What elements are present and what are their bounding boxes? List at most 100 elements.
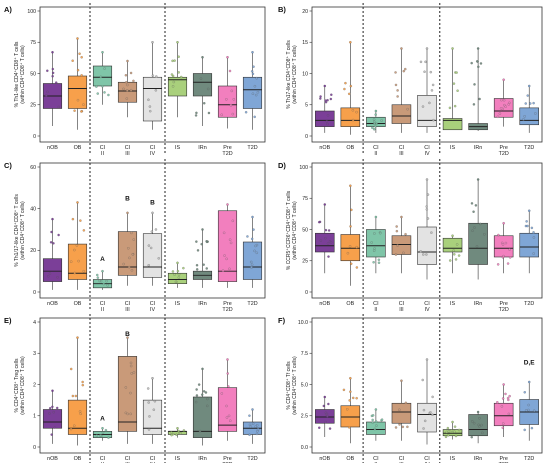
category-label: T2D	[524, 301, 534, 307]
y-tick-label: 25	[30, 103, 36, 109]
y-tick-label: 50	[302, 227, 308, 233]
box-IS	[442, 234, 463, 274]
y-tick-label: 0	[33, 290, 36, 296]
y-tick-label: 75	[302, 196, 308, 202]
y-tick-label: 100	[299, 165, 308, 171]
box-CI_III	[117, 59, 138, 118]
y-tick-label: 0.0	[301, 445, 308, 451]
category-label: nOB	[319, 456, 330, 462]
panel-label: C)	[4, 161, 12, 170]
category-label: OB	[74, 145, 82, 151]
box-CI_II	[366, 408, 386, 441]
y-tick-label: 5.0	[301, 382, 308, 388]
category-label: T2D	[247, 456, 257, 462]
box-CI_IV	[142, 377, 163, 444]
y-tick-label: 100	[27, 9, 36, 15]
y-tick-label: 4	[33, 320, 36, 326]
y-axis-label: % Th1-like CD4⁺CD8⁺ T cells(within CD4⁺C…	[14, 41, 26, 107]
box-CI_III	[117, 211, 138, 286]
panel-label: F)	[278, 316, 286, 325]
panel-label: D)	[278, 161, 286, 170]
y-tick-label: 0	[305, 134, 308, 140]
category-label: IS	[175, 301, 180, 307]
panel-3: C) 0 20 40 60 % Th1/17-like CD4⁺CD8⁺ T cells(…	[4, 159, 266, 313]
box-nOB	[42, 217, 63, 290]
category-label: IS	[175, 145, 180, 151]
plot-frame	[39, 317, 266, 454]
panel-1: A) 0 25 50 75 100 % Th1-like CD4⁺CD8⁺ T cells(…	[4, 3, 266, 157]
y-tick-label: 15	[302, 40, 308, 46]
box-CI_II	[366, 215, 386, 274]
y-axis-label: % CCR5⁺CCR6⁺CD4⁺CD8⁺ T cells(within CD4⁺…	[286, 190, 298, 270]
y-tick-label: 75	[30, 40, 36, 46]
box-CI_II	[92, 269, 113, 290]
y-axis-label: % Th1/17-like CD4⁺CD8⁺ T cells(within CD…	[14, 194, 26, 267]
category-label: T2D	[524, 456, 534, 462]
significance-letter: B	[125, 331, 130, 338]
y-tick-label: 10	[302, 71, 308, 77]
box-CI_III	[391, 47, 412, 133]
y-tick-label: 2	[33, 382, 36, 388]
box-nOB	[315, 395, 335, 437]
box-CI_IV	[142, 211, 163, 286]
y-tick-label: 1	[33, 414, 36, 420]
box-T2D	[519, 380, 539, 441]
y-axis-label: % CD4⁺CD8⁺ Treg cells(within CD4⁺CD8⁺ T …	[14, 356, 26, 415]
plot-frame	[311, 162, 543, 299]
significance-letter: A	[100, 256, 105, 263]
y-tick-label: 20	[302, 9, 308, 15]
category-label: T2D	[247, 301, 257, 307]
category-label: OB	[74, 456, 82, 462]
box-CI_IV	[417, 47, 437, 133]
box-CI_III	[391, 215, 412, 274]
category-label: OB	[346, 456, 354, 462]
plot-frame	[311, 317, 543, 454]
panel-label: B)	[278, 5, 286, 14]
box-OB	[67, 37, 88, 130]
y-tick-label: 50	[30, 71, 36, 77]
panel-6: F) 0.0 2.5 5.0 7.5 10.0 % CD4⁺CD8⁺ Tf cells(wi…	[278, 314, 543, 463]
panel-5: E) 0 1 2 3 4 % CD4⁺CD8⁺ Treg cells(within CD4⁺…	[4, 314, 266, 463]
category-label: OB	[346, 145, 354, 151]
y-tick-label: 25	[302, 259, 308, 265]
significance-letter: D,E	[524, 360, 536, 367]
category-label: IRn	[198, 301, 206, 307]
significance-letter: B	[125, 195, 130, 202]
box-IRn	[468, 410, 488, 444]
box-OB	[340, 41, 361, 135]
box-Pre_T2D	[493, 78, 514, 127]
category-label: nOB	[319, 145, 330, 151]
category-label: OB	[346, 301, 354, 307]
category-label: IRn	[198, 145, 206, 151]
category-label: IRn	[474, 456, 482, 462]
significance-letter: A	[100, 415, 105, 422]
y-tick-label: 0	[33, 134, 36, 140]
panel-label: A)	[4, 5, 12, 14]
y-tick-label: 60	[30, 165, 36, 171]
box-IRn	[468, 47, 488, 131]
box-Pre_T2D	[493, 222, 514, 274]
category-label: nOB	[319, 301, 330, 307]
significance-letter: B	[150, 200, 155, 207]
box-IS	[167, 427, 188, 438]
box-OB	[67, 336, 88, 446]
category-label: nOB	[47, 145, 58, 151]
box-IS	[167, 41, 188, 118]
